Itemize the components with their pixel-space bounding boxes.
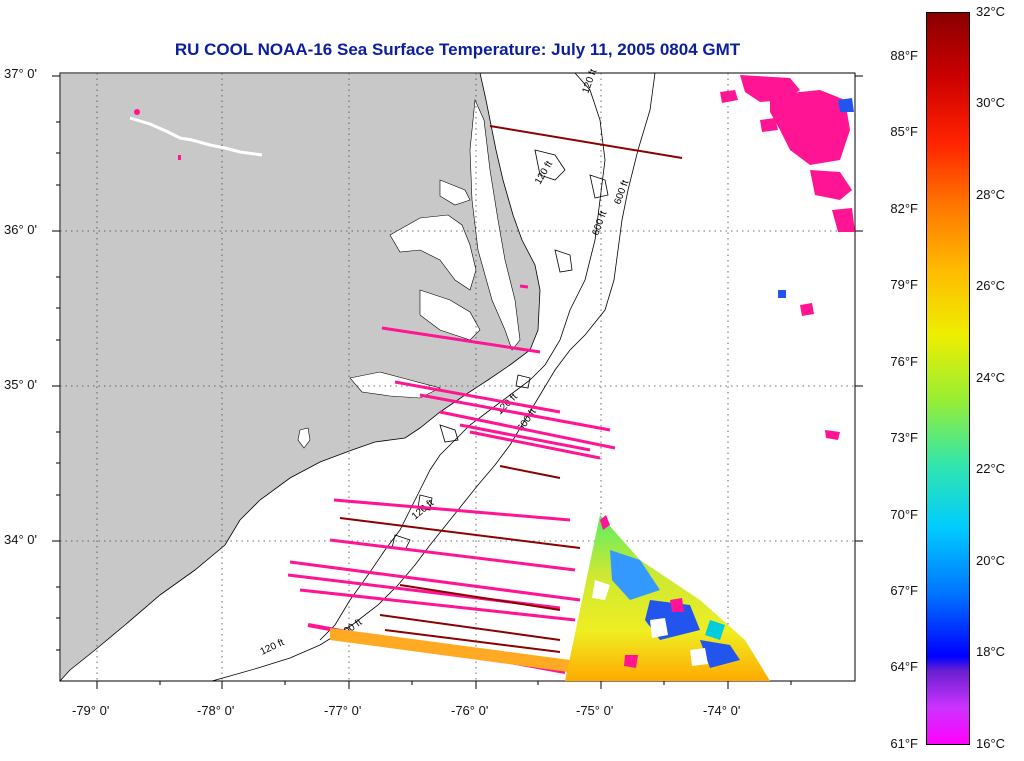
fahrenheit-tick: 76°F bbox=[890, 354, 918, 369]
graticule bbox=[60, 73, 855, 681]
swath-patches bbox=[592, 515, 740, 668]
lat-label: 34° 0' bbox=[4, 532, 37, 547]
estuaries bbox=[297, 98, 521, 449]
celsius-tick: 32°C bbox=[976, 4, 1006, 19]
lon-label: -75° 0' bbox=[576, 703, 614, 718]
lon-label: -74° 0' bbox=[703, 703, 741, 718]
temperature-colorbar bbox=[926, 12, 970, 745]
fahrenheit-tick: 79°F bbox=[890, 277, 918, 292]
celsius-tick: 24°C bbox=[976, 370, 1006, 385]
fahrenheit-tick: 67°F bbox=[890, 583, 918, 598]
celsius-tick: 18°C bbox=[976, 644, 1006, 659]
fahrenheit-tick: 88°F bbox=[890, 48, 918, 63]
celsius-tick: 28°C bbox=[976, 187, 1006, 202]
fahrenheit-tick: 61°F bbox=[890, 736, 918, 751]
map-title: RU COOL NOAA-16 Sea Surface Temperature:… bbox=[174, 40, 741, 59]
lon-label: -77° 0' bbox=[324, 703, 362, 718]
lon-label: -78° 0' bbox=[197, 703, 235, 718]
warm-strip bbox=[330, 628, 570, 672]
celsius-tick: 20°C bbox=[976, 553, 1006, 568]
inland-river bbox=[129, 116, 263, 157]
cold-pixel-patches bbox=[720, 75, 855, 440]
celsius-tick: 22°C bbox=[976, 461, 1006, 476]
fahrenheit-tick: 70°F bbox=[890, 507, 918, 522]
celsius-tick: 16°C bbox=[976, 736, 1006, 751]
fahrenheit-tick: 82°F bbox=[890, 201, 918, 216]
lat-label: 35° 0' bbox=[4, 377, 37, 392]
fahrenheit-tick: 85°F bbox=[890, 124, 918, 139]
fahrenheit-tick: 73°F bbox=[890, 430, 918, 445]
lat-label: 37° 0' bbox=[4, 66, 37, 81]
lat-label: 36° 0' bbox=[4, 222, 37, 237]
lon-label: -79° 0' bbox=[72, 703, 110, 718]
axis-ticks bbox=[52, 75, 863, 689]
celsius-tick: 26°C bbox=[976, 278, 1006, 293]
lon-label: -76° 0' bbox=[451, 703, 489, 718]
fahrenheit-tick: 64°F bbox=[890, 659, 918, 674]
celsius-tick: 30°C bbox=[976, 95, 1006, 110]
